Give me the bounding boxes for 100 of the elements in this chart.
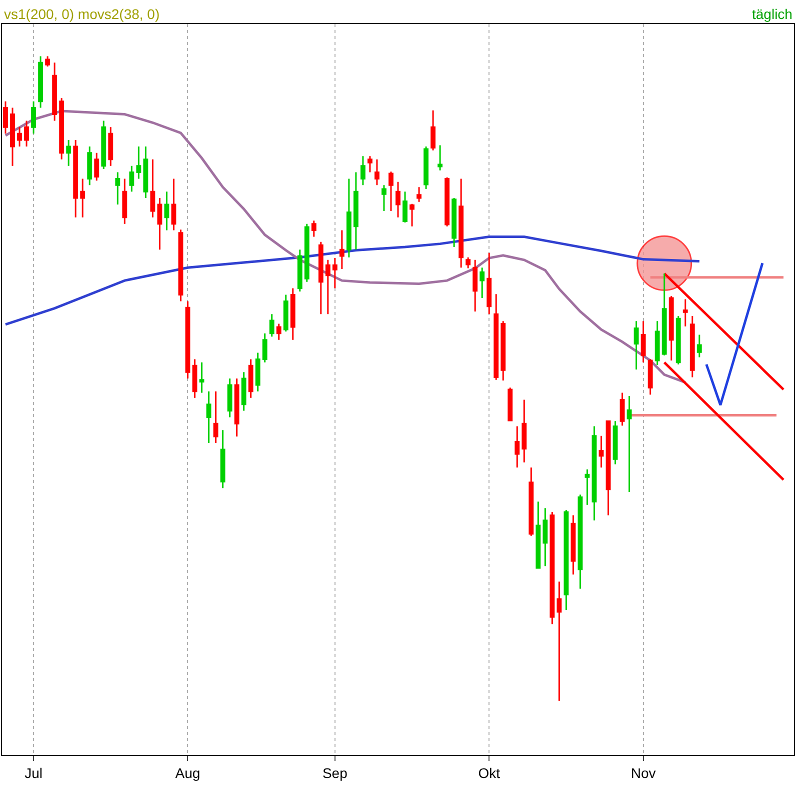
candlestick [346, 178, 352, 258]
text: vs1(200, 0) movs2(38, 0) [4, 6, 160, 22]
candlestick [592, 425, 597, 522]
candlestick [234, 378, 240, 438]
candlestick [424, 146, 428, 190]
candlestick [480, 266, 485, 299]
candlestick [241, 371, 246, 412]
text: täglich [752, 6, 792, 22]
candlestick [690, 315, 695, 378]
candlestick [466, 256, 471, 270]
x-tick-label: Sep [322, 764, 348, 781]
candlestick [430, 110, 436, 152]
candlestick [164, 190, 170, 232]
candlestick [382, 184, 386, 212]
candlestick [38, 55, 44, 109]
candlestick [612, 420, 618, 466]
candlestick [101, 120, 106, 170]
candlestick [157, 197, 162, 250]
candlestick [66, 139, 72, 167]
candlestick [143, 146, 148, 199]
candlestick [662, 272, 667, 356]
candlestick [59, 97, 64, 160]
candlestick [115, 172, 120, 206]
candlestick [584, 468, 590, 506]
candlestick [31, 100, 36, 134]
candlestick [171, 178, 176, 232]
candlestick [416, 186, 422, 203]
candlestick [227, 378, 232, 418]
candlestick [564, 509, 569, 611]
candlestick [255, 352, 260, 392]
candlestick [374, 158, 380, 186]
candlestick [542, 507, 548, 567]
candlestick [17, 126, 22, 148]
candlestick [528, 466, 534, 537]
candlestick [396, 181, 400, 218]
candlestick [150, 158, 156, 218]
candlestick [536, 500, 541, 569]
candlestick [648, 358, 653, 396]
candlestick [444, 176, 450, 228]
candlestick [108, 126, 114, 167]
candlestick [640, 320, 646, 364]
candlestick [654, 320, 660, 366]
x-tick-label: Jul [24, 764, 42, 781]
candlestick [668, 295, 674, 362]
candlestick [626, 395, 632, 493]
candlestick [192, 358, 198, 399]
candlestick [304, 223, 310, 283]
candlestick [388, 170, 394, 212]
candlestick [325, 259, 330, 315]
candlestick [129, 165, 134, 192]
candlestick [514, 425, 520, 468]
candlestick [486, 252, 492, 315]
candlestick [570, 514, 576, 576]
candlestick [262, 332, 268, 364]
candlestick [368, 155, 372, 174]
candlestick [178, 228, 184, 302]
candlestick [283, 294, 288, 332]
candlestick [87, 146, 92, 186]
candlestick [10, 107, 15, 167]
candlestick [122, 178, 128, 225]
candlestick [269, 313, 274, 338]
candlestick [606, 420, 611, 516]
candlestick [45, 55, 50, 68]
candlestick [634, 320, 639, 370]
candlestick [297, 248, 302, 292]
candlestick [696, 334, 702, 358]
candlestick [136, 146, 142, 180]
candlestick [339, 230, 344, 270]
candlestick [353, 172, 358, 250]
candlestick [598, 435, 604, 468]
candlestick [3, 100, 8, 134]
candlestick [458, 178, 464, 268]
candlestick [290, 288, 296, 341]
candlestick [402, 190, 408, 224]
candlestick [578, 494, 583, 590]
candlestick [24, 120, 29, 148]
candlestick [410, 203, 414, 228]
candlestick [311, 220, 316, 238]
candlestick [522, 399, 527, 464]
candlestick [494, 293, 499, 381]
candlestick [360, 155, 366, 186]
candlestick [620, 392, 625, 426]
candlestick [318, 241, 324, 315]
x-tick-label: Okt [478, 764, 500, 781]
candlestick [676, 315, 681, 366]
candlestick [248, 358, 254, 399]
candlestick [206, 390, 212, 444]
candlestick [220, 429, 226, 489]
candlestick [438, 144, 443, 172]
candlestick [73, 139, 78, 218]
candlestick [508, 386, 513, 422]
x-tick-label: Nov [630, 764, 656, 781]
candlestick [276, 323, 282, 341]
candlestick [550, 511, 555, 625]
candlestick [185, 300, 190, 380]
candlestick [52, 62, 58, 122]
candlestick [500, 320, 506, 382]
x-tick-label: Aug [175, 764, 200, 781]
candlestick [452, 197, 457, 248]
candlestick [199, 362, 204, 394]
